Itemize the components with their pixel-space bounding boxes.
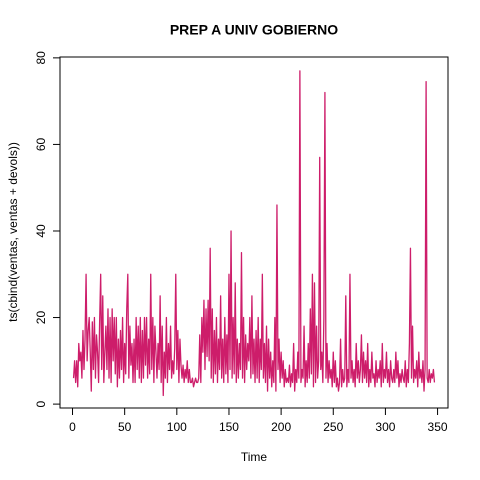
x-tick-label: 0 <box>69 420 76 434</box>
x-tick-label: 100 <box>167 420 187 434</box>
y-tick-label: 80 <box>34 51 48 65</box>
x-tick-label: 250 <box>323 420 343 434</box>
y-tick-label: 40 <box>34 224 48 238</box>
y-tick-label: 20 <box>34 311 48 325</box>
x-tick-label: 300 <box>375 420 395 434</box>
chart-title: PREP A UNIV GOBIERNO <box>170 22 338 38</box>
x-tick-label: 350 <box>428 420 448 434</box>
x-axis-label: Time <box>241 450 268 464</box>
y-tick-label: 60 <box>34 137 48 151</box>
x-tick-label: 200 <box>271 420 291 434</box>
y-axis-label: ts(cbind(ventas, ventas + devols)) <box>6 142 20 322</box>
x-tick-label: 150 <box>219 420 239 434</box>
y-tick-label: 0 <box>34 400 48 407</box>
data-line <box>72 70 436 397</box>
x-tick-label: 50 <box>118 420 132 434</box>
